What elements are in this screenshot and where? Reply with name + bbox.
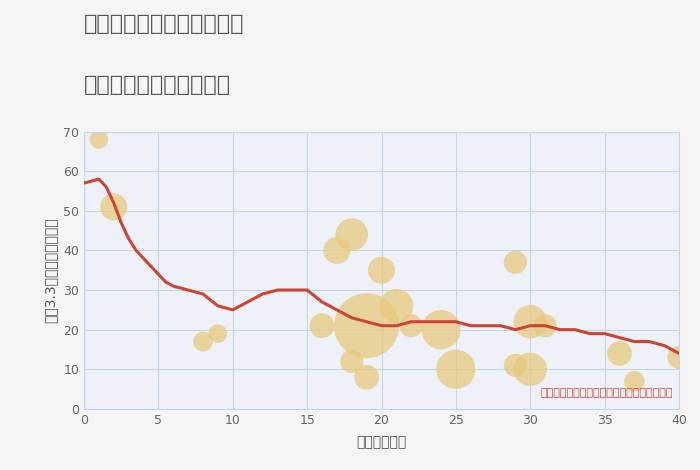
- Point: [510, 258, 521, 266]
- Text: 兵庫県豊岡市出石町桐野の: 兵庫県豊岡市出石町桐野の: [84, 14, 244, 34]
- Point: [673, 353, 685, 361]
- Point: [361, 322, 372, 329]
- Point: [93, 136, 104, 143]
- Point: [450, 366, 461, 373]
- Text: 築年数別中古戸建て価格: 築年数別中古戸建て価格: [84, 75, 231, 95]
- Point: [361, 374, 372, 381]
- Point: [346, 358, 357, 365]
- Point: [331, 247, 342, 254]
- Point: [614, 350, 625, 357]
- Y-axis label: 坪（3.3㎡）単価（万円）: 坪（3.3㎡）単価（万円）: [43, 218, 57, 323]
- Point: [510, 361, 521, 369]
- Point: [197, 338, 209, 345]
- Point: [108, 203, 119, 211]
- Point: [435, 326, 447, 333]
- Point: [525, 366, 536, 373]
- Point: [540, 322, 551, 329]
- Text: 円の大きさは、取引のあった物件面積を示す: 円の大きさは、取引のあった物件面積を示す: [540, 388, 673, 398]
- Point: [346, 231, 357, 238]
- Point: [391, 302, 402, 310]
- Point: [525, 318, 536, 326]
- Point: [212, 330, 223, 337]
- Point: [316, 322, 328, 329]
- Point: [629, 377, 640, 385]
- Point: [376, 266, 387, 274]
- Point: [406, 322, 417, 329]
- X-axis label: 築年数（年）: 築年数（年）: [356, 435, 407, 449]
